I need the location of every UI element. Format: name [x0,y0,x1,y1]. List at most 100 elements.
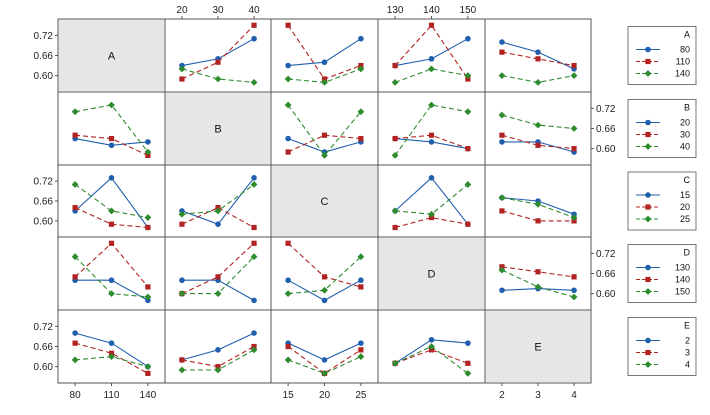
point-E-by-C-2-2 [357,353,365,360]
legend-marker-E-1 [645,349,651,356]
point-E-by-D-2-2 [464,369,472,377]
point-A-by-C-2-2 [357,65,365,73]
y-tick-label-right: 0.72 [596,249,616,260]
legend-marker-E-0 [645,337,651,344]
point-A-by-C-2-0 [284,75,292,83]
point-E-by-C-2-1 [321,369,328,377]
point-A-by-B-1-0 [179,76,185,82]
point-E-by-A-1-0 [72,340,78,346]
diagonal-label-E: E [534,342,541,354]
legend-label-E-0: 2 [685,336,690,346]
point-B-by-C-1-2 [358,135,364,142]
point-B-by-C-2-1 [321,151,328,159]
point-A-by-B-2-0 [178,65,186,73]
point-E-by-A-2-1 [108,353,115,360]
legend-marker-B-0 [645,119,651,126]
point-B-by-D-2-2 [464,108,472,116]
point-E-by-B-2-1 [214,366,222,374]
point-B-by-D-2-1 [428,101,435,109]
x-tick-label-top: 30 [212,5,224,16]
x-tick-label-top: 20 [176,5,188,16]
diagonal-label-C: C [321,196,329,208]
point-A-by-D-1-1 [428,22,435,28]
x-tick-label-bottom: 110 [104,390,120,401]
x-tick-label-bottom: 80 [70,390,82,401]
legend-label-A-2: 140 [675,69,690,79]
point-B-by-E-0-0 [499,139,505,145]
legend-marker-C-2 [644,215,652,223]
point-C-by-B-1-0 [179,221,185,227]
point-C-by-A-1-2 [145,224,151,231]
point-B-by-E-1-0 [499,132,505,138]
point-A-by-B-2-1 [214,75,222,83]
x-tick-label-top: 140 [423,5,440,16]
point-A-by-D-0-2 [465,35,471,42]
point-C-by-E-1-0 [499,208,505,214]
legend-title-E: E [684,321,690,331]
y-tick-label-left: 0.60 [34,71,54,82]
point-B-by-D-1-0 [392,135,398,142]
point-B-by-C-0-0 [285,135,291,142]
x-tick-label-top: 150 [460,5,477,16]
point-A-by-E-2-0 [498,72,506,80]
point-C-by-A-0-1 [108,175,115,181]
legend-marker-D-0 [645,264,651,271]
point-B-by-D-2-0 [391,151,399,159]
point-D-by-C-0-2 [358,277,364,284]
legend-marker-A-1 [645,58,651,65]
point-D-by-B-2-2 [250,253,258,261]
series-line-B-by-E-1 [501,134,575,150]
point-E-by-B-2-2 [250,346,258,354]
point-B-by-A-1-1 [108,135,115,142]
point-B-by-A-2-1 [108,101,115,109]
point-A-by-C-0-1 [321,59,328,66]
point-E-by-C-0-2 [358,340,364,346]
point-C-by-B-2-1 [214,207,222,215]
point-D-by-E-2-2 [570,293,578,301]
series-line-E-by-D-1 [394,349,469,364]
legend-label-E-2: 4 [685,360,690,370]
series-line-D-by-E-2 [501,269,575,298]
diagonal-cell-A [59,20,164,91]
series-line-A-by-D-2 [394,68,468,83]
x-tick-label-top: 130 [387,5,404,16]
legend-label-E-1: 3 [685,348,690,358]
x-tick-label-bottom: 3 [535,390,541,401]
point-D-by-A-0-1 [108,277,115,284]
y-tick-label-left: 0.66 [34,51,54,62]
point-D-by-E-1-1 [535,269,541,275]
y-tick-label-left: 0.66 [34,342,54,353]
diagonal-label-A: A [108,51,116,63]
legend-marker-B-2 [644,143,652,150]
legend-label-D-1: 140 [675,275,690,285]
point-A-by-C-0-0 [285,62,291,69]
legend-marker-A-2 [644,70,652,77]
point-C-by-E-2-1 [534,200,542,208]
point-D-by-A-2-0 [71,253,79,261]
point-D-by-E-2-1 [534,283,542,291]
point-A-by-B-1-2 [251,22,257,28]
series-line-E-by-C-1 [287,346,362,375]
point-C-by-B-2-2 [250,181,258,188]
point-B-by-D-0-1 [428,139,435,145]
point-B-by-E-2-0 [498,111,506,119]
x-tick-label-bottom: 15 [283,390,295,401]
point-C-by-A-1-1 [108,221,115,227]
y-tick-label-right: 0.66 [596,269,616,280]
point-B-by-E-2-2 [570,125,578,132]
point-A-by-E-1-1 [535,56,541,62]
legend-label-C-1: 20 [680,202,690,212]
point-C-by-D-2-0 [391,207,399,215]
point-E-by-C-1-2 [358,347,364,353]
point-C-by-B-1-2 [251,224,257,231]
series-line-A-by-B-1 [181,24,255,80]
legend-box-B [627,99,697,158]
series-line-D-by-B-1 [181,242,255,295]
point-A-by-D-1-0 [392,62,398,69]
legend-marker-E-2 [644,361,652,368]
legend-label-D-0: 130 [675,263,690,273]
point-D-by-C-1-2 [358,284,364,290]
point-E-by-B-1-0 [179,357,185,363]
